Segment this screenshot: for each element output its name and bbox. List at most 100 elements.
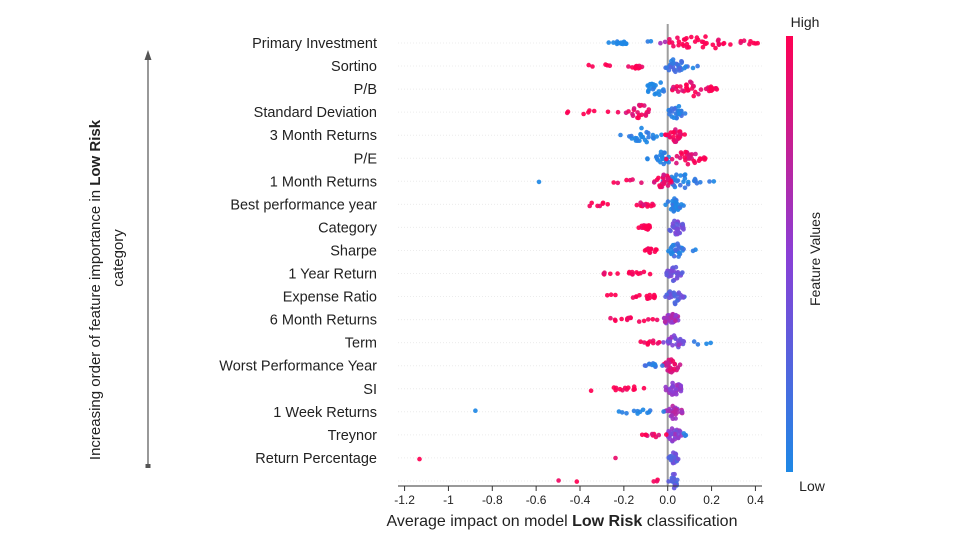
data-point <box>688 79 693 85</box>
data-point <box>647 81 653 87</box>
data-point <box>626 315 631 321</box>
data-point <box>664 272 669 278</box>
data-point <box>654 317 660 323</box>
data-point <box>615 109 621 115</box>
data-point <box>684 45 690 50</box>
side-title-line-2: category <box>110 229 127 287</box>
feature-label: Sharpe <box>330 243 377 259</box>
data-point <box>673 386 679 392</box>
data-point <box>738 40 743 46</box>
data-point <box>674 382 679 388</box>
data-point <box>661 340 666 345</box>
data-point <box>690 248 696 254</box>
x-tick-label: -0.2 <box>614 493 635 507</box>
data-point <box>675 298 680 303</box>
data-point <box>674 84 680 89</box>
data-point <box>675 226 681 232</box>
data-point <box>713 45 718 51</box>
data-point <box>664 432 669 437</box>
importance-arrow-head-icon <box>144 50 152 60</box>
data-point <box>673 199 679 205</box>
data-point <box>651 82 656 87</box>
data-point <box>675 241 680 246</box>
data-point <box>635 411 640 416</box>
feature-label: Category <box>318 220 378 236</box>
data-point <box>641 385 647 391</box>
x-tick-label: 0.2 <box>703 493 720 507</box>
data-point <box>635 138 640 143</box>
data-point <box>605 109 611 115</box>
data-point <box>677 155 683 161</box>
data-point <box>669 426 675 431</box>
feature-label: Treynor <box>328 428 378 444</box>
data-point <box>671 84 676 90</box>
data-point <box>587 108 592 113</box>
data-point <box>634 202 640 208</box>
data-point <box>664 156 669 162</box>
data-point <box>641 202 647 208</box>
feature-label: Primary Investment <box>252 36 377 52</box>
data-point <box>673 416 678 421</box>
data-point <box>667 295 672 301</box>
x-axis: -1.2 -1 -0.8 -0.6 -0.4 -0.2 0.0 0.2 0.4 <box>394 485 764 507</box>
data-point <box>677 66 682 71</box>
data-point <box>647 223 652 229</box>
data-point <box>674 221 680 227</box>
data-point <box>658 152 663 158</box>
data-point <box>647 271 653 277</box>
data-point <box>676 290 682 296</box>
data-point <box>634 294 639 300</box>
data-point <box>693 151 698 157</box>
data-point <box>645 89 651 95</box>
data-point <box>665 176 671 182</box>
data-point <box>638 339 643 345</box>
feature-label: Sortino <box>331 59 377 75</box>
feature-label: P/E <box>354 151 378 167</box>
data-point <box>619 41 624 46</box>
data-point <box>677 429 683 434</box>
data-point <box>602 270 607 276</box>
data-point <box>691 339 697 344</box>
data-point <box>645 341 651 346</box>
data-point <box>682 111 688 116</box>
data-point <box>606 40 611 45</box>
data-point <box>636 102 642 108</box>
data-point <box>668 64 674 70</box>
data-point <box>662 39 668 45</box>
data-point <box>671 137 676 143</box>
data-point <box>663 202 668 208</box>
data-point <box>639 432 645 438</box>
data-point <box>658 184 664 189</box>
data-point <box>667 37 672 42</box>
feature-labels: Primary Investment Sortino P/B Standard Dev… <box>219 36 377 467</box>
data-point <box>670 358 676 364</box>
data-point <box>646 134 651 140</box>
data-point <box>565 109 571 114</box>
data-point <box>631 408 637 414</box>
data-point <box>671 130 676 135</box>
data-point <box>671 454 677 460</box>
data-point <box>613 455 618 461</box>
data-point <box>629 269 635 275</box>
data-point <box>669 413 675 418</box>
data-point <box>624 177 629 183</box>
data-point <box>753 41 758 46</box>
data-point <box>693 89 698 95</box>
data-point <box>600 201 605 206</box>
data-point <box>667 436 673 442</box>
data-point <box>615 271 620 276</box>
data-point <box>689 86 695 91</box>
data-point <box>716 37 721 43</box>
data-point <box>678 182 683 188</box>
data-point <box>663 132 668 138</box>
data-point <box>682 37 688 42</box>
data-point <box>642 363 648 368</box>
data-point <box>673 318 678 324</box>
data-point <box>674 178 680 184</box>
data-point <box>677 362 683 368</box>
side-title-line-1: Increasing order of feature importance i… <box>87 119 104 460</box>
data-point <box>689 34 694 40</box>
data-point <box>643 112 648 117</box>
data-point <box>684 41 690 47</box>
